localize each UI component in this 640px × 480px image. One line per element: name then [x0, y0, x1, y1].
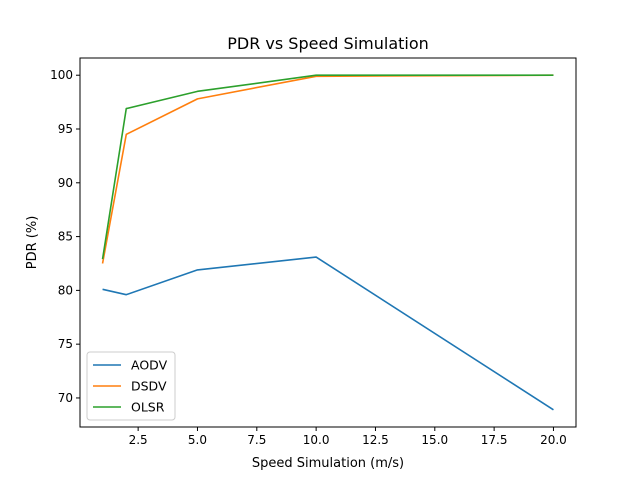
y-tick-label: 75 — [58, 337, 73, 351]
legend: AODV DSDV OLSR — [86, 351, 176, 421]
y-tick-label: 100 — [50, 68, 73, 82]
legend-label-dsdv: DSDV — [131, 379, 167, 394]
x-tick-label: 20.0 — [540, 433, 567, 447]
legend-box — [86, 351, 176, 421]
y-tick-label: 95 — [58, 122, 73, 136]
plot-frame — [79, 57, 577, 428]
y-tick-label: 70 — [58, 391, 73, 405]
x-tick-label: 2.5 — [129, 433, 148, 447]
y-tick-label: 85 — [58, 230, 73, 244]
y-axis-ticks: 70 75 80 85 90 95 100 — [50, 68, 80, 405]
series-line-olsr — [101, 74, 554, 260]
chart-title: PDR vs Speed Simulation — [227, 34, 429, 53]
x-tick-label: 5.0 — [188, 433, 207, 447]
y-tick-label: 80 — [58, 283, 73, 297]
x-tick-label: 10.0 — [303, 433, 330, 447]
legend-label-aodv: AODV — [131, 358, 168, 373]
x-tick-label: 17.5 — [481, 433, 508, 447]
series-line-aodv — [102, 256, 554, 411]
x-axis-ticks: 2.5 5.0 7.5 10.0 12.5 15.0 17.5 20.0 — [129, 427, 567, 447]
series-lines — [101, 74, 554, 411]
legend-label-olsr: OLSR — [131, 400, 165, 415]
y-tick-label: 90 — [58, 176, 73, 190]
y-axis-label: PDR (%) — [25, 216, 40, 270]
x-tick-label: 15.0 — [421, 433, 448, 447]
x-tick-label: 7.5 — [247, 433, 266, 447]
x-tick-label: 12.5 — [362, 433, 389, 447]
x-axis-label: Speed Simulation (m/s) — [252, 456, 404, 471]
